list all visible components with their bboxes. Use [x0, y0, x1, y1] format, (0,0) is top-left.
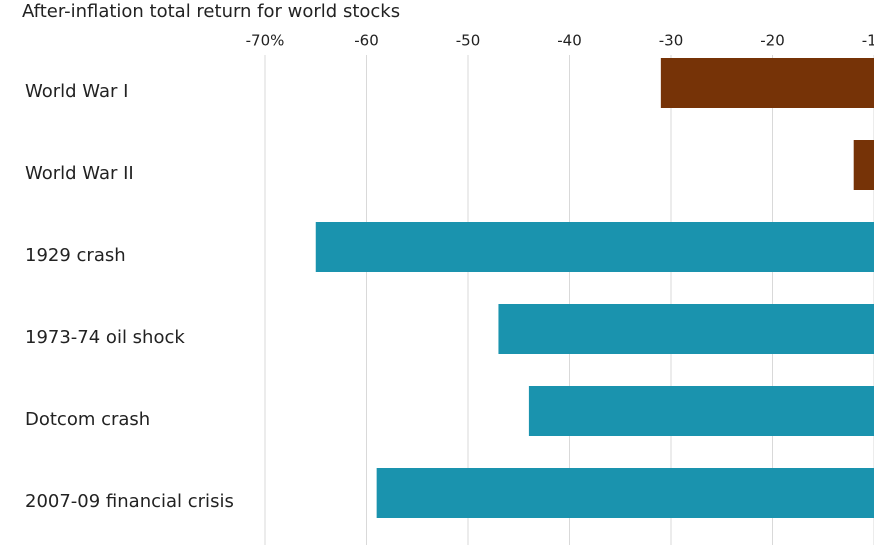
x-tick-label: -50	[456, 32, 481, 50]
x-tick-label: -40	[557, 32, 582, 50]
bar	[528, 386, 874, 436]
x-tick-label: -10	[862, 32, 874, 50]
y-tick-label: 1973-74 oil shock	[25, 327, 185, 348]
bar	[376, 468, 874, 518]
chart-title: After-inflation total return for world s…	[22, 1, 400, 22]
y-tick-label: 2007-09 financial crisis	[25, 491, 234, 512]
y-tick-label: 1929 crash	[25, 245, 126, 266]
bar	[315, 222, 874, 272]
y-tick-label: World War II	[25, 163, 134, 184]
bar	[660, 58, 874, 108]
x-tick-label: -30	[659, 32, 684, 50]
bar	[498, 304, 874, 354]
bar	[853, 140, 874, 190]
x-tick-label: -60	[354, 32, 379, 50]
x-tick-label: -70%	[246, 32, 285, 50]
y-tick-label: Dotcom crash	[25, 409, 150, 430]
x-tick-label: -20	[760, 32, 785, 50]
y-tick-label: World War I	[25, 81, 128, 102]
